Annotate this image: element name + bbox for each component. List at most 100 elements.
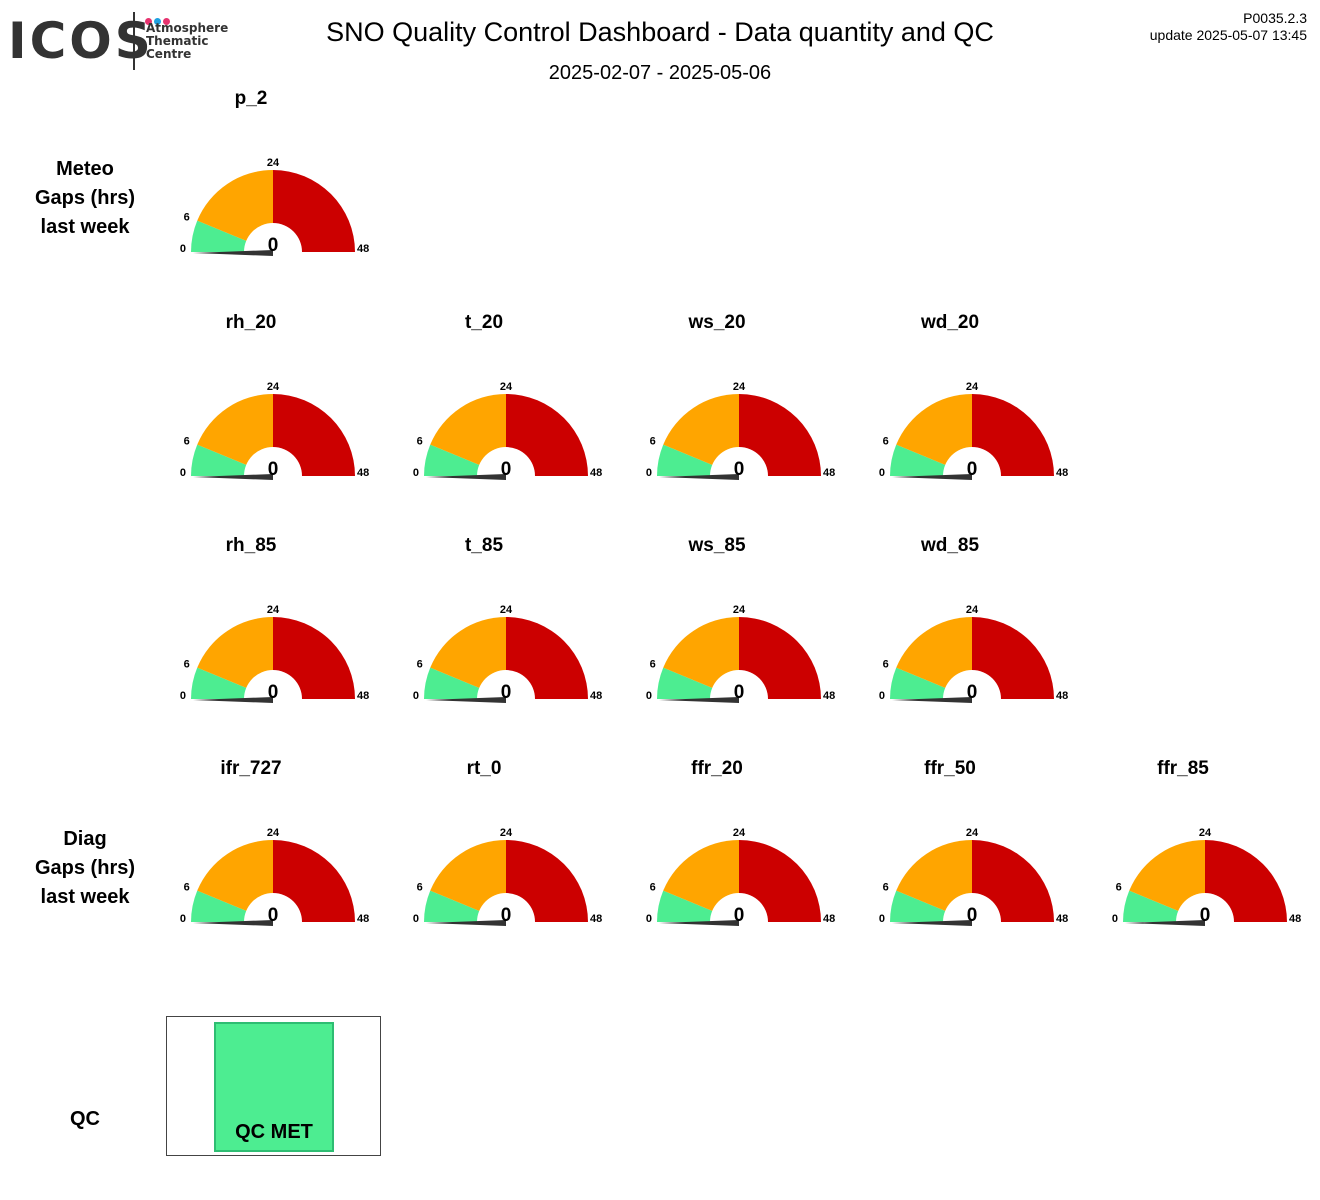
- gauge-tick-label: 24: [267, 381, 280, 393]
- date-range: 2025-02-07 - 2025-05-06: [548, 62, 772, 84]
- gauge-tick-label: 6: [650, 435, 656, 447]
- gauge-tick-label: 24: [267, 157, 280, 169]
- gauge-tick-label: 6: [417, 881, 423, 893]
- gauge-tick-label: 48: [357, 913, 369, 925]
- gauge-needle: [659, 474, 739, 480]
- gauge-ffr_85: 0 6 24 48 0 ffr_85: [1112, 758, 1301, 926]
- gauge-value: 0: [268, 905, 279, 926]
- gauge-center: [244, 893, 302, 922]
- gauge-band: [739, 617, 821, 699]
- update-timestamp: update 2025-05-07 13:45: [1149, 27, 1307, 43]
- gauge-tick-label: 6: [883, 658, 889, 670]
- gauge-tick-label: 6: [1116, 881, 1122, 893]
- gauge-needle: [892, 474, 972, 480]
- gauge-tick-label: 6: [650, 658, 656, 670]
- gauge-title: p_2: [235, 88, 268, 109]
- gauge-value: 0: [734, 905, 745, 926]
- gauge-center: [710, 670, 768, 699]
- gauge-ws_85: 0 6 24 48 0 ws_85: [646, 535, 835, 703]
- gauge-needle: [1125, 920, 1205, 926]
- gauge-center: [943, 893, 1001, 922]
- gauge-center: [244, 447, 302, 476]
- gauge-needle: [659, 920, 739, 926]
- gauge-value: 0: [967, 682, 978, 703]
- gauge-value: 0: [734, 459, 745, 480]
- meteo-row-label: Meteo Gaps (hrs) last week: [0, 155, 170, 242]
- gauge-rh_85: 0 6 24 48 0 rh_85: [180, 535, 369, 703]
- gauge-center: [710, 447, 768, 476]
- gauge-tick-label: 0: [180, 467, 186, 479]
- gauge-title: ws_85: [687, 535, 745, 556]
- icos-logo: ICOS Atmosphere Thematic Centre: [8, 10, 238, 74]
- gauge-tick-label: 6: [184, 658, 190, 670]
- gauge-tick-label: 48: [823, 690, 835, 702]
- gauge-value: 0: [501, 905, 512, 926]
- gauge-tick-label: 6: [883, 881, 889, 893]
- gauge-tick-label: 48: [1056, 690, 1068, 702]
- gauge-t_85: 0 6 24 48 0 t_85: [413, 535, 602, 703]
- gauge-value: 0: [268, 682, 279, 703]
- gauge-title: ffr_20: [691, 758, 743, 779]
- gauge-title: wd_20: [920, 312, 979, 333]
- gauge-title: wd_85: [920, 535, 980, 556]
- gauge-tick-label: 6: [417, 435, 423, 447]
- gauge-tick-label: 6: [417, 658, 423, 670]
- gauge-center: [244, 223, 302, 252]
- diag-row-label: Diag Gaps (hrs) last week: [0, 825, 170, 912]
- gauge-title: ffr_50: [924, 758, 976, 779]
- gauge-t_20: 0 6 24 48 0 t_20: [413, 312, 602, 480]
- gauge-ffr_20: 0 6 24 48 0 ffr_20: [646, 758, 835, 926]
- gauge-tick-label: 24: [500, 827, 513, 839]
- gauge-charts: 0624480p_20624480rh_200624480t_200624480…: [180, 88, 1301, 926]
- row-label-line: Gaps (hrs): [34, 187, 136, 209]
- gauge-needle: [426, 697, 506, 703]
- gauge-tick-label: 0: [180, 690, 186, 702]
- gauge-tick-label: 0: [413, 690, 419, 702]
- gauge-needle: [193, 920, 273, 926]
- gauge-tick-label: 48: [590, 690, 602, 702]
- gauge-center: [244, 670, 302, 699]
- logo-subtitle: Atmosphere Thematic Centre: [146, 22, 228, 61]
- gauge-title: rh_20: [226, 312, 277, 333]
- gauge-tick-label: 6: [184, 435, 190, 447]
- gauge-tick-label: 48: [590, 467, 602, 479]
- gauge-ws_20: 0 6 24 48 0 ws_20: [646, 312, 835, 480]
- gauge-value: 0: [268, 459, 279, 480]
- gauge-tick-label: 48: [590, 913, 602, 925]
- gauge-tick-label: 0: [879, 913, 885, 925]
- gauge-value: 0: [1200, 905, 1211, 926]
- gauge-title: ifr_727: [220, 758, 281, 779]
- gauge-center: [1176, 893, 1234, 922]
- gauge-title: ws_20: [687, 312, 745, 333]
- page-title: SNO Quality Control Dashboard - Data qua…: [326, 17, 994, 47]
- gauge-tick-label: 24: [1199, 827, 1212, 839]
- gauge-title: ffr_85: [1157, 758, 1209, 779]
- gauge-needle: [892, 697, 972, 703]
- gauge-value: 0: [967, 459, 978, 480]
- gauge-tick-label: 6: [184, 211, 190, 223]
- gauge-tick-label: 24: [733, 604, 746, 616]
- gauge-tick-label: 0: [413, 913, 419, 925]
- logo-dot: [145, 18, 152, 25]
- gauge-tick-label: 0: [1112, 913, 1118, 925]
- logo-sub-line: Thematic: [146, 34, 209, 48]
- gauge-tick-label: 48: [1289, 913, 1301, 925]
- gauge-needle: [426, 920, 506, 926]
- version-info: P0035.2.3 update 2025-05-07 13:45: [1150, 10, 1307, 44]
- gauge-tick-label: 24: [267, 827, 280, 839]
- gauge-wd_20: 0 6 24 48 0 wd_20: [879, 312, 1068, 480]
- row-label-line: last week: [40, 886, 130, 908]
- gauge-tick-label: 0: [180, 913, 186, 925]
- gauge-title: t_85: [465, 535, 503, 556]
- gauge-band: [739, 840, 821, 922]
- logo-wordmark: ICOS: [8, 12, 154, 70]
- gauge-rt_0: 0 6 24 48 0 rt_0: [413, 758, 602, 926]
- logo-dot: [154, 18, 161, 25]
- gauge-needle: [659, 697, 739, 703]
- version-number: P0035.2.3: [1243, 10, 1307, 26]
- gauge-value: 0: [268, 235, 279, 256]
- logo-sub-line: Atmosphere: [146, 21, 229, 35]
- gauge-needle: [193, 474, 273, 480]
- logo-divider: [133, 12, 135, 70]
- gauge-rh_20: 0 6 24 48 0 rh_20: [180, 312, 369, 480]
